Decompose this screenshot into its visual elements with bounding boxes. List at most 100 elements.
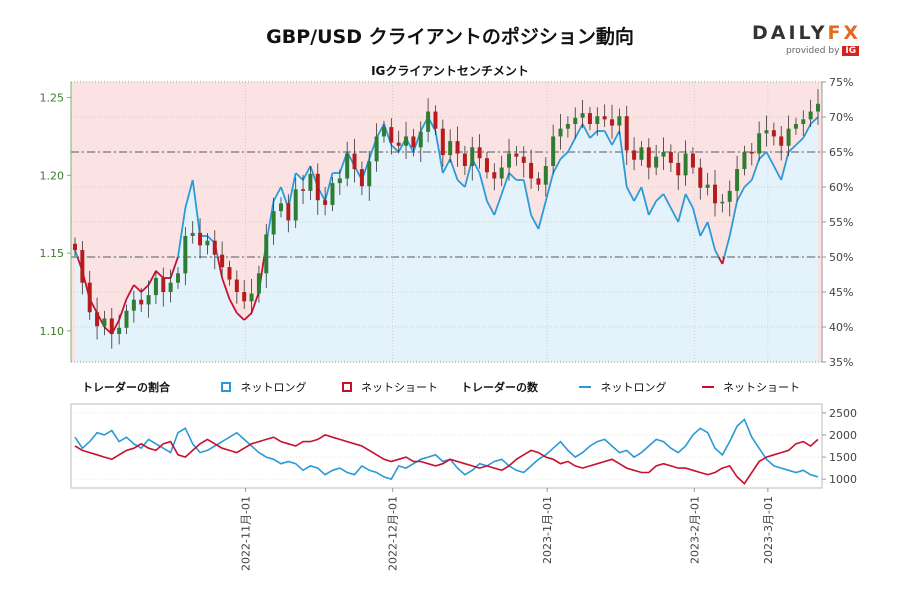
candle-body: [462, 153, 467, 166]
candle-body: [301, 189, 306, 191]
candle-body: [543, 166, 548, 185]
chart-title: GBP/USD クライアントのポジション動向: [266, 26, 634, 48]
pct-tick-label-3: 50%: [829, 251, 853, 264]
dailyfx-logo[interactable]: DAILYFX provided by IG: [752, 22, 872, 56]
ratio-segment: [795, 137, 804, 146]
candle-body: [146, 295, 151, 305]
candle-body: [198, 232, 203, 246]
month-label-4: 2023-3月-01: [762, 496, 775, 564]
month-label-0: 2022-11月-01: [240, 496, 253, 571]
ratio-segment: [508, 172, 518, 181]
provided-by-text: provided by: [786, 46, 840, 56]
ratio-segment: [780, 151, 790, 181]
candle-body: [256, 273, 261, 294]
candle-body: [139, 299, 144, 305]
candle-body: [551, 136, 556, 166]
candle-body: [249, 293, 254, 302]
ratio-segment: [537, 200, 547, 230]
ratio-segment: [603, 130, 613, 146]
candle-body: [713, 184, 718, 204]
ratio-segment: [522, 179, 532, 216]
candle-body: [514, 153, 519, 157]
candle-body: [668, 152, 673, 163]
ratio-segment: [633, 186, 643, 202]
legend-count-title: トレーダーの数: [461, 381, 538, 394]
ratio-segment: [216, 256, 224, 279]
candle-body: [205, 240, 210, 246]
ratio-segment: [125, 284, 135, 300]
candle-body: [227, 267, 232, 280]
price-tick-label-1: 1.15: [40, 247, 65, 260]
candle-body: [786, 128, 791, 146]
candle-body: [404, 136, 409, 146]
candle-body: [499, 167, 504, 179]
candle-body: [352, 153, 357, 170]
legend-short-box-swatch: [341, 382, 352, 392]
candle-body: [220, 254, 225, 268]
pct-tick-label-2: 45%: [829, 286, 853, 299]
legend-short-line-label: ネットショート: [723, 381, 800, 394]
candle-body: [175, 273, 180, 283]
candle-body: [293, 189, 298, 221]
ratio-segment: [250, 291, 260, 314]
logo-main-text: DAILY: [752, 22, 828, 44]
candle-body: [426, 111, 431, 132]
candle-body: [676, 162, 681, 176]
legend-long-box-label: ネットロング: [240, 381, 307, 394]
candle-body: [124, 310, 129, 328]
candle-body: [73, 243, 77, 250]
candle-body: [264, 234, 269, 274]
candle-body: [234, 279, 239, 292]
ratio-segment: [743, 179, 753, 188]
candle-body: [602, 116, 607, 120]
candle-body: [367, 161, 372, 187]
ratio-segment: [295, 172, 304, 181]
ratio-segment: [442, 158, 451, 174]
ratio-segment: [456, 179, 466, 188]
count-tick-label-2: 2000: [829, 429, 857, 442]
ratio-segment: [728, 200, 738, 237]
candle-body: [779, 136, 784, 146]
ratio-segment: [375, 123, 385, 139]
candle-body: [720, 201, 725, 204]
price-tick-label-3: 1.25: [40, 92, 65, 105]
candle-body: [440, 128, 445, 156]
candle-body: [109, 318, 114, 334]
legend-long-line-swatch: [579, 386, 591, 388]
ratio-segment: [140, 284, 150, 293]
price-tick-label-2: 1.20: [40, 169, 65, 182]
ratio-segment: [184, 179, 194, 209]
candle-body: [690, 153, 695, 168]
logo-accent-text: FX: [827, 22, 862, 44]
ratio-segment: [810, 116, 819, 125]
legend-ratio-title: トレーダーの割合: [82, 381, 170, 394]
ratio-segment: [802, 123, 812, 139]
pct-tick-label-5: 60%: [829, 181, 853, 194]
candle-body: [477, 147, 482, 159]
ratio-segment: [625, 186, 635, 202]
candle-body: [610, 119, 615, 126]
candle-body: [492, 172, 497, 179]
candle-body: [315, 173, 320, 201]
ratio-segment: [618, 130, 628, 188]
ratio-segment: [787, 144, 797, 153]
ratio-segment: [324, 172, 334, 202]
candle-body: [381, 127, 386, 137]
pct-tick-label-1: 40%: [829, 321, 853, 334]
candle-body: [617, 116, 622, 126]
ratio-segment: [272, 186, 282, 202]
candle-body: [95, 312, 100, 327]
ratio-segment: [773, 165, 783, 181]
ratio-segment: [544, 172, 555, 202]
candle-body: [102, 318, 107, 327]
candle-body: [345, 153, 350, 179]
candle-body: [161, 278, 166, 292]
ratio-segment: [486, 200, 496, 216]
candle-body: [183, 236, 188, 274]
chart-legend: トレーダーの割合 ネットロング ネットショート トレーダーの数 ネットロング ネ…: [82, 379, 800, 395]
counts-panel: [70, 403, 823, 489]
candle-body: [558, 128, 563, 137]
candle-body: [661, 152, 666, 157]
long-zone-area: [75, 117, 818, 362]
